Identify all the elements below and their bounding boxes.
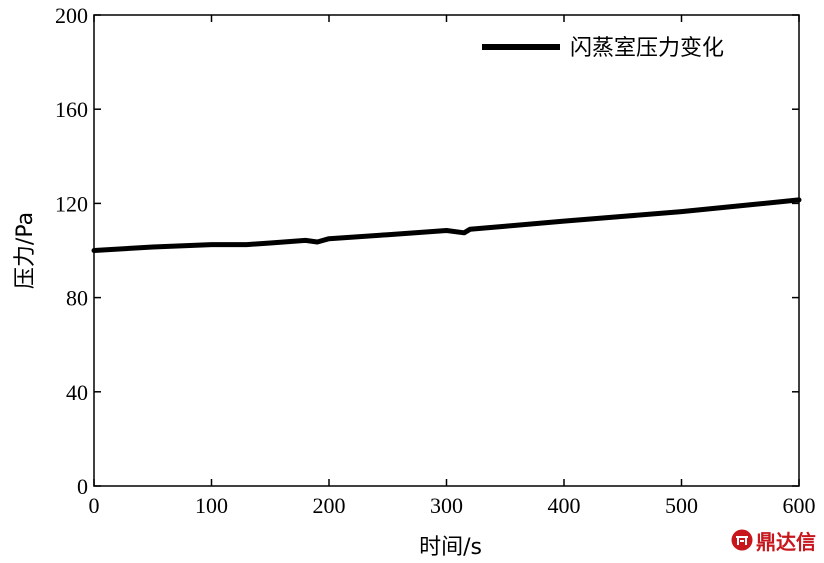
x-tick-label: 500: [665, 493, 698, 518]
x-tick-label: 100: [195, 493, 228, 518]
legend-entry-label: 闪蒸室压力变化: [570, 36, 724, 61]
watermark-logo-icon: [731, 529, 753, 551]
series-line: [91, 197, 802, 253]
x-tick-label: 600: [783, 493, 816, 518]
y-tick-label: 120: [55, 191, 88, 216]
y-tick-label: 200: [55, 3, 88, 28]
y-axis-ticks: 0 40 80 120 160 200: [55, 3, 799, 499]
y-tick-label: 80: [66, 286, 88, 311]
y-axis-label: 压力/Pa: [13, 212, 38, 289]
plot-frame: [93, 14, 800, 487]
watermark: 鼎达信: [731, 527, 816, 554]
watermark-text: 鼎达信: [756, 529, 816, 554]
x-tick-label: 400: [548, 493, 581, 518]
y-tick-label: 40: [66, 380, 88, 405]
x-tick-label: 0: [89, 493, 100, 518]
legend: 闪蒸室压力变化: [482, 36, 724, 61]
series-layer: [91, 197, 802, 253]
y-tick-label: 160: [55, 97, 88, 122]
y-tick-label: 0: [77, 474, 88, 499]
x-axis-ticks: 0 100 200 300 400 500 600: [89, 15, 816, 518]
x-tick-label: 300: [430, 493, 463, 518]
x-axis-label: 时间/s: [419, 535, 482, 560]
x-tick-label: 200: [313, 493, 346, 518]
